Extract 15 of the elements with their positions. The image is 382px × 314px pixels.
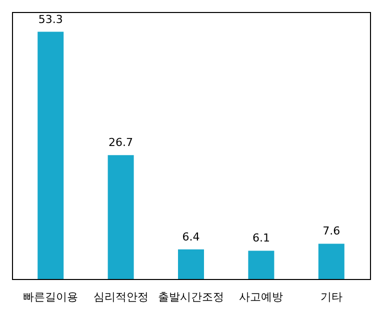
- bar: [178, 249, 204, 279]
- data-label: 7.6: [322, 224, 340, 238]
- data-label: 26.7: [108, 136, 134, 150]
- data-label: 6.1: [252, 232, 270, 245]
- x-tick-label: 기타: [320, 290, 342, 304]
- x-tick-label: 빠른길이용: [23, 290, 78, 304]
- x-tick-label: 심리적안정: [93, 290, 148, 304]
- data-label: 6.4: [182, 230, 200, 244]
- data-label: 53.3: [38, 12, 63, 26]
- bar: [318, 244, 344, 279]
- bar: [38, 32, 64, 279]
- x-tick-label: 사고예방: [239, 290, 284, 304]
- bar: [248, 250, 274, 279]
- bar: [108, 155, 134, 279]
- x-tick-label: 출발시간조정: [158, 290, 224, 304]
